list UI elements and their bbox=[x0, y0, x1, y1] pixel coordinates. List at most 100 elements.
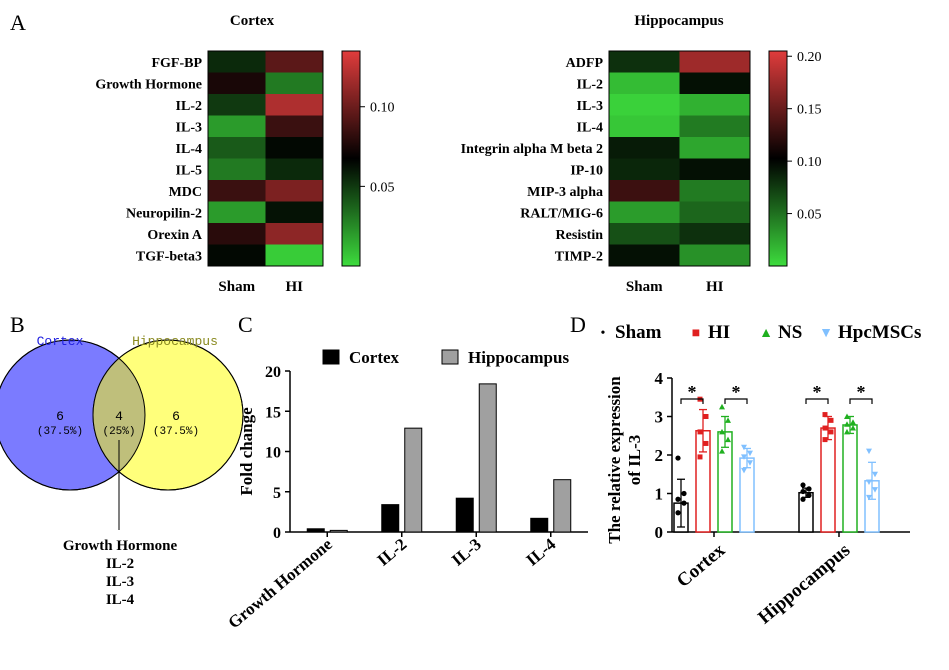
heatmap-cell bbox=[679, 94, 750, 116]
legend-label: HpcMSCs bbox=[838, 322, 921, 343]
venn-member-label: Growth Hormone bbox=[63, 538, 178, 554]
bar-chart-fold-change: 0 5 10 15 20 Fold change Growth Hormone IL-2 IL-… bbox=[224, 348, 588, 632]
panel-letter-d: D bbox=[570, 312, 586, 337]
heatmap-cell bbox=[609, 137, 680, 159]
heatmap-cell bbox=[609, 72, 680, 94]
colorbar-tick-label: 0.10 bbox=[797, 155, 822, 170]
heatmap-row-label: IL-5 bbox=[176, 163, 202, 178]
heatmap-cell bbox=[208, 223, 266, 245]
venn-member-label: IL-3 bbox=[106, 574, 134, 590]
heatmap-row-label: TGF-beta3 bbox=[136, 249, 202, 264]
bar-cortex bbox=[455, 497, 474, 533]
y-tick-label: 0 bbox=[273, 525, 281, 542]
y-tick-label: 2 bbox=[655, 446, 664, 465]
data-point-ns bbox=[850, 425, 856, 431]
legend-marker: ▼ bbox=[819, 326, 833, 341]
y-tick-label: 20 bbox=[265, 364, 281, 381]
data-point-hpcmscs bbox=[866, 479, 872, 485]
venn-member-label: IL-4 bbox=[106, 592, 135, 608]
colorbar-tick-label: 0.05 bbox=[797, 208, 822, 223]
x-tick-label: IL-2 bbox=[373, 535, 410, 570]
venn-count: 6 bbox=[172, 409, 180, 424]
heatmap-cell bbox=[265, 72, 323, 94]
colorbar bbox=[768, 50, 788, 267]
y-tick-label: 1 bbox=[655, 485, 664, 504]
heatmap-cell bbox=[208, 115, 266, 137]
data-point-hi bbox=[703, 414, 709, 419]
data-point-hpcmscs bbox=[866, 494, 872, 501]
y-axis-label: The relative expressionof IL-3 bbox=[605, 376, 644, 544]
legend-label: Sham bbox=[615, 322, 662, 343]
data-point-sham bbox=[681, 490, 687, 497]
heatmap-cell bbox=[208, 137, 266, 159]
venn-intersection bbox=[93, 340, 145, 490]
data-point-sham bbox=[681, 500, 687, 506]
y-axis-label-line: of IL-3 bbox=[625, 435, 644, 486]
significance-bracket bbox=[680, 398, 704, 404]
data-point-sham bbox=[806, 486, 812, 492]
heatmap-cortex: Cortex FGF-BP Growth Hormone IL-2 IL-3 IL-4 IL… bbox=[95, 13, 394, 295]
heatmap-cell bbox=[265, 158, 323, 180]
heatmap-row-label: IL-3 bbox=[176, 120, 202, 135]
heatmap-cell bbox=[208, 201, 266, 223]
colorbar bbox=[341, 50, 361, 267]
heatmap-hippocampus: Hippocampus ADFP IL-2 IL-3 IL-4 Integrin alph… bbox=[461, 13, 822, 295]
heatmap-cell bbox=[265, 201, 323, 223]
panel-letter-c: C bbox=[238, 312, 253, 337]
heatmap-row-label: RALT/MIG-6 bbox=[520, 206, 603, 221]
heatmap-cell bbox=[265, 244, 323, 266]
heatmap-cell bbox=[679, 244, 750, 266]
data-point-ns bbox=[719, 428, 725, 435]
data-point-ns bbox=[725, 417, 731, 423]
heatmap-cell bbox=[679, 223, 750, 245]
y-tick-label: 0 bbox=[655, 523, 664, 542]
heatmap-cell bbox=[609, 180, 680, 202]
y-tick-label: 10 bbox=[265, 445, 281, 462]
heatmap-cell bbox=[609, 51, 680, 73]
heatmap-row-label: ADFP bbox=[566, 56, 604, 71]
legend-marker: ▲ bbox=[759, 326, 773, 341]
significance-label: * bbox=[732, 382, 741, 402]
significance-bracket bbox=[805, 398, 829, 404]
venn-diagram: Cortex Hippocampus 6 (37.5%) 6 (37.5%) 4 (25%) G… bbox=[0, 334, 244, 608]
venn-count: 6 bbox=[56, 409, 64, 424]
heatmap-frame bbox=[207, 50, 324, 267]
data-point-hi bbox=[822, 412, 828, 418]
data-point-hpcmscs bbox=[741, 454, 747, 460]
data-point-hpcmscs bbox=[741, 467, 747, 474]
significance-bracket bbox=[849, 398, 873, 404]
legend-swatch bbox=[441, 349, 459, 365]
data-point-hi bbox=[822, 425, 828, 431]
heatmap-cell bbox=[208, 94, 266, 116]
heatmap-cell bbox=[679, 158, 750, 180]
bar-chart-il3-expression: 0 1 2 3 4 The relative expressionof IL-3 Corte… bbox=[601, 322, 922, 628]
heatmap-cell bbox=[265, 223, 323, 245]
heatmap-cell bbox=[265, 51, 323, 73]
heatmap-cell bbox=[609, 201, 680, 223]
colorbar-tick-label: 0.10 bbox=[370, 101, 395, 116]
heatmap-row-label: IL-2 bbox=[176, 99, 202, 114]
data-point-ns bbox=[850, 419, 856, 425]
x-tick-label: Cortex bbox=[673, 539, 730, 591]
heatmap-row-label: Integrin alpha M beta 2 bbox=[461, 142, 603, 157]
heatmap-title: Hippocampus bbox=[634, 13, 723, 29]
heatmap-row-label: Growth Hormone bbox=[95, 77, 202, 92]
heatmap-column-label: HI bbox=[285, 279, 303, 295]
data-point-ns bbox=[719, 448, 725, 454]
bar-cortex bbox=[381, 504, 400, 533]
data-point-hpcmscs bbox=[747, 460, 753, 466]
data-point-hi bbox=[822, 437, 828, 443]
x-tick-label: Growth Hormone bbox=[224, 534, 336, 632]
heatmap-row-label: Orexin A bbox=[147, 228, 202, 243]
data-point-ns bbox=[844, 413, 850, 419]
heatmap-cell bbox=[208, 180, 266, 202]
venn-member-label: IL-2 bbox=[106, 556, 134, 572]
venn-percent: (25%) bbox=[102, 426, 135, 438]
heatmap-row-label: FGF-BP bbox=[151, 56, 202, 71]
heatmap-row-label: TIMP-2 bbox=[555, 249, 603, 264]
legend-label: Hippocampus bbox=[468, 348, 569, 367]
heatmap-frame bbox=[608, 50, 751, 267]
data-point-sham bbox=[675, 510, 681, 516]
heatmap-row-label: IL-3 bbox=[577, 99, 603, 114]
